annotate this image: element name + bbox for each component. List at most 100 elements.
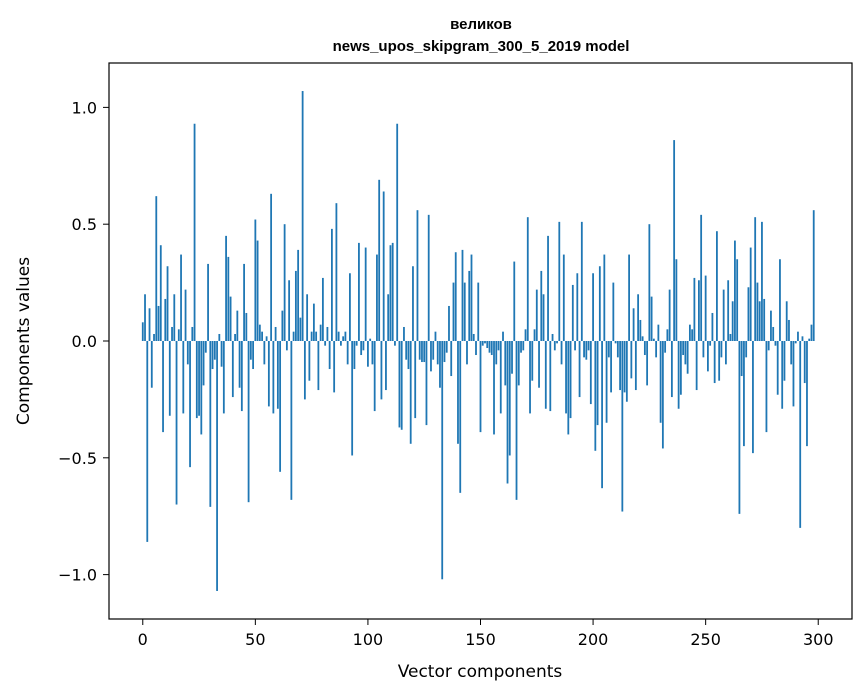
bar-85 — [333, 341, 336, 393]
bar-202 — [596, 341, 599, 426]
bar-213 — [621, 341, 624, 512]
bar-33 — [216, 341, 218, 591]
bar-55 — [265, 336, 268, 341]
bar-236 — [673, 140, 676, 341]
y-axis-ticks: −1.0 −0.5 0.0 0.5 1.0 — [58, 98, 109, 585]
bar-284 — [781, 341, 784, 409]
bar-162 — [506, 341, 509, 484]
bar-142 — [461, 249, 464, 341]
bar-251 — [707, 341, 709, 372]
bar-130 — [434, 331, 437, 341]
bar-148 — [475, 341, 477, 356]
bar-57 — [270, 193, 273, 341]
bar-178 — [542, 294, 545, 341]
bar-198 — [587, 341, 590, 351]
bar-19 — [184, 289, 187, 341]
bar-282 — [776, 341, 779, 395]
bar-267 — [743, 341, 745, 447]
bar-101 — [369, 338, 372, 341]
bar-275 — [761, 221, 763, 341]
bar-108 — [385, 341, 387, 391]
bar-133 — [441, 341, 444, 580]
bar-176 — [538, 341, 540, 388]
bar-34 — [218, 333, 221, 341]
bar-293 — [801, 336, 804, 341]
bar-175 — [535, 289, 538, 341]
bar-93 — [351, 341, 354, 456]
bar-292 — [799, 341, 802, 528]
bar-187 — [562, 254, 565, 341]
bar-116 — [403, 326, 405, 341]
bar-280 — [772, 326, 775, 341]
bar-206 — [605, 341, 608, 423]
bar-2 — [146, 341, 149, 542]
bar-191 — [571, 284, 574, 341]
bar-36 — [222, 341, 225, 414]
x-tick-label: 250 — [690, 630, 721, 649]
bar-120 — [412, 266, 414, 341]
bar-159 — [499, 341, 502, 414]
bar-170 — [524, 329, 527, 341]
x-axis-label: Vector components — [398, 662, 563, 682]
bar-64 — [285, 341, 288, 351]
x-axis-ticks: 0 50 100 150 200 250 300 — [138, 619, 834, 649]
bar-217 — [630, 341, 633, 379]
bar-127 — [427, 214, 430, 341]
bar-186 — [560, 341, 563, 365]
bar-43 — [238, 341, 241, 388]
bar-259 — [725, 341, 727, 365]
bar-0 — [141, 322, 144, 341]
bar-42 — [236, 310, 239, 341]
bar-208 — [610, 341, 612, 393]
bar-220 — [637, 294, 640, 341]
bar-117 — [405, 341, 408, 360]
x-tick-label: 100 — [353, 630, 384, 649]
bar-23 — [193, 123, 196, 342]
bar-12 — [168, 341, 171, 416]
y-tick-label: 0.5 — [72, 215, 97, 234]
bar-165 — [513, 261, 516, 341]
bar-49 — [252, 341, 254, 370]
x-tick-label: 200 — [578, 630, 609, 649]
y-tick-label: 1.0 — [72, 98, 97, 117]
bar-297 — [810, 324, 813, 341]
bar-129 — [432, 341, 435, 360]
bar-149 — [477, 282, 480, 341]
bar-8 — [159, 245, 162, 341]
bar-22 — [191, 326, 194, 341]
bar-264 — [736, 259, 739, 341]
bar-10 — [164, 298, 167, 341]
bar-183 — [553, 341, 556, 351]
bar-246 — [695, 341, 698, 391]
bar-223 — [643, 341, 646, 356]
bar-137 — [450, 341, 453, 377]
bar-151 — [481, 341, 484, 346]
bar-255 — [716, 231, 718, 341]
bar-50 — [254, 219, 257, 341]
bar-278 — [767, 341, 770, 351]
bar-83 — [328, 341, 331, 370]
bar-188 — [565, 341, 567, 414]
bar-290 — [794, 341, 797, 344]
bar-9 — [162, 341, 164, 433]
bar-204 — [601, 341, 603, 489]
bar-201 — [594, 341, 597, 451]
bar-219 — [634, 341, 637, 391]
bar-153 — [486, 341, 489, 349]
bar-281 — [774, 341, 777, 346]
bar-81 — [324, 341, 327, 346]
bar-265 — [738, 341, 741, 514]
bar-193 — [576, 273, 579, 341]
bar-128 — [430, 341, 432, 372]
bar-18 — [182, 341, 185, 414]
bar-100 — [367, 341, 369, 367]
bar-240 — [682, 341, 685, 356]
bar-252 — [709, 341, 712, 346]
bar-61 — [279, 341, 282, 472]
y-tick-label: 0.0 — [72, 332, 97, 351]
bar-163 — [508, 341, 511, 456]
bar-166 — [515, 341, 518, 500]
bar-253 — [711, 312, 714, 341]
bar-212 — [619, 341, 621, 391]
bar-242 — [686, 341, 689, 374]
